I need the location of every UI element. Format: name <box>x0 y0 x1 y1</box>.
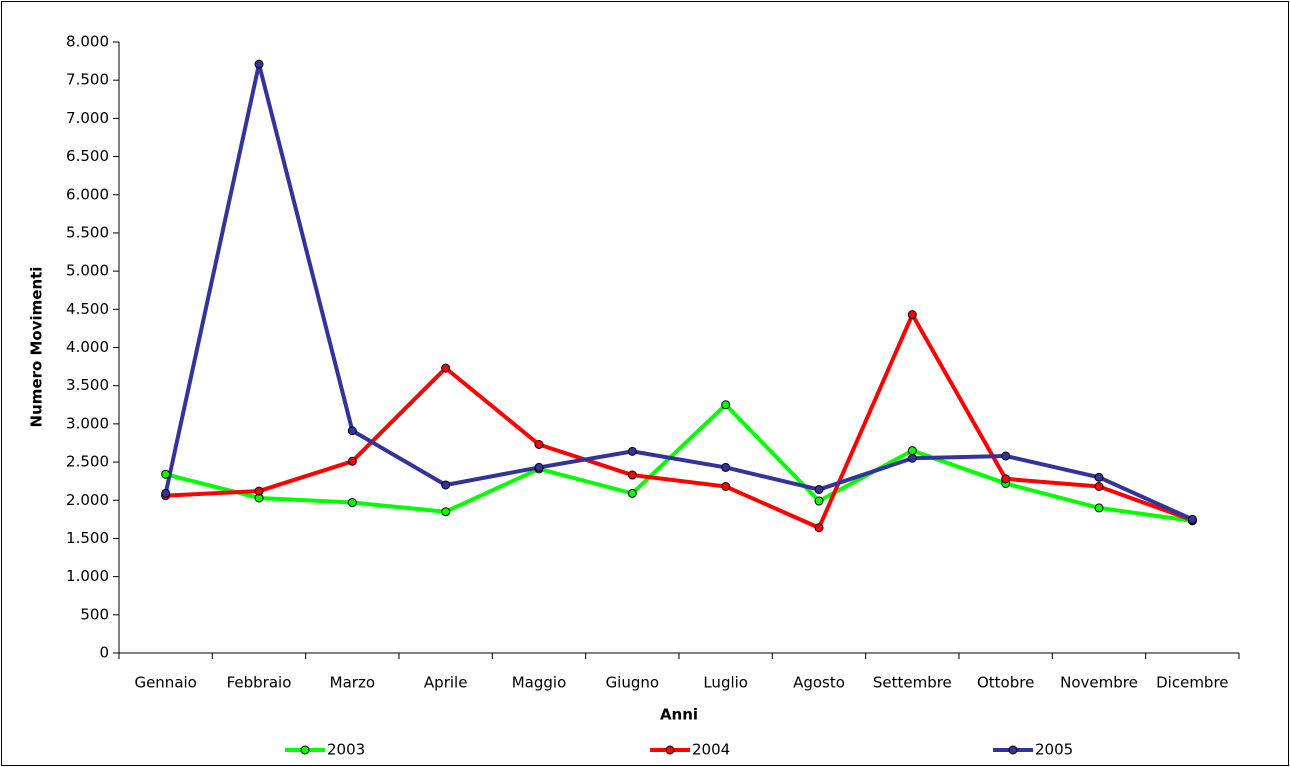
y-tick-label: 5.500 <box>66 223 109 241</box>
x-tick-label: Agosto <box>793 674 845 692</box>
y-tick-label: 5.000 <box>66 262 109 280</box>
x-tick-label: Giugno <box>606 674 660 692</box>
data-point <box>534 462 544 472</box>
x-tick-label: Marzo <box>330 674 375 692</box>
data-point <box>907 446 917 456</box>
series-line <box>165 312 1194 530</box>
y-tick-label: 500 <box>80 605 109 623</box>
data-point <box>1094 482 1104 492</box>
data-point <box>161 469 171 479</box>
y-tick-label: 4.000 <box>66 338 109 356</box>
x-tick-label: Luglio <box>703 674 748 692</box>
y-tick-label: 7.000 <box>66 109 109 127</box>
y-tick-label: 2.500 <box>66 453 109 471</box>
y-tick-label: 7.500 <box>66 71 109 89</box>
data-point <box>627 446 637 456</box>
x-tick-label: Novembre <box>1060 674 1138 692</box>
y-tick-label: 3.500 <box>66 376 109 394</box>
data-point <box>347 456 357 466</box>
y-axis-title: Numero Movimenti <box>28 267 46 428</box>
legend-marker <box>300 745 310 755</box>
x-tick-label: Aprile <box>424 674 468 692</box>
data-point <box>254 486 264 496</box>
data-point <box>534 439 544 449</box>
data-point <box>627 470 637 480</box>
x-tick-label: Febbraio <box>227 674 292 692</box>
y-tick-label: 8.000 <box>66 33 109 51</box>
y-tick-label: 2.000 <box>66 491 109 509</box>
data-point <box>1094 503 1104 513</box>
data-point <box>254 59 264 69</box>
data-point <box>907 310 917 320</box>
y-tick-label: 0 <box>99 644 109 662</box>
legend-label: 2005 <box>1035 741 1073 759</box>
data-point <box>441 363 451 373</box>
data-point <box>441 480 451 490</box>
x-tick-label: Settembre <box>873 674 952 692</box>
data-point <box>907 453 917 463</box>
data-point <box>814 485 824 495</box>
x-tick-label: Gennaio <box>134 674 196 692</box>
y-tick-label: 1.500 <box>66 529 109 547</box>
data-point <box>441 507 451 517</box>
data-point <box>814 496 824 506</box>
y-tick-label: 1.000 <box>66 567 109 585</box>
data-point <box>721 482 731 492</box>
y-tick-label: 6.000 <box>66 185 109 203</box>
legend-label: 2003 <box>327 741 365 759</box>
data-point <box>1001 474 1011 484</box>
data-point <box>721 400 731 410</box>
x-axis-title: Anni <box>660 706 698 724</box>
data-point <box>721 462 731 472</box>
data-point <box>161 488 171 498</box>
y-tick-label: 6.500 <box>66 147 109 165</box>
y-tick-label: 4.500 <box>66 300 109 318</box>
y-tick-label: 3.000 <box>66 414 109 432</box>
data-point <box>347 498 357 508</box>
legend-marker <box>665 745 675 755</box>
data-point <box>1187 514 1197 524</box>
x-tick-label: Ottobre <box>977 674 1034 692</box>
legend-marker <box>1008 745 1018 755</box>
series-line <box>165 402 1193 523</box>
data-point <box>347 426 357 436</box>
data-point <box>1094 472 1104 482</box>
data-point <box>627 488 637 498</box>
legend-label: 2004 <box>692 741 730 759</box>
data-point <box>1001 451 1011 461</box>
x-tick-label: Dicembre <box>1156 674 1228 692</box>
x-tick-label: Maggio <box>512 674 567 692</box>
data-point <box>814 523 824 533</box>
series-line <box>163 62 1194 522</box>
